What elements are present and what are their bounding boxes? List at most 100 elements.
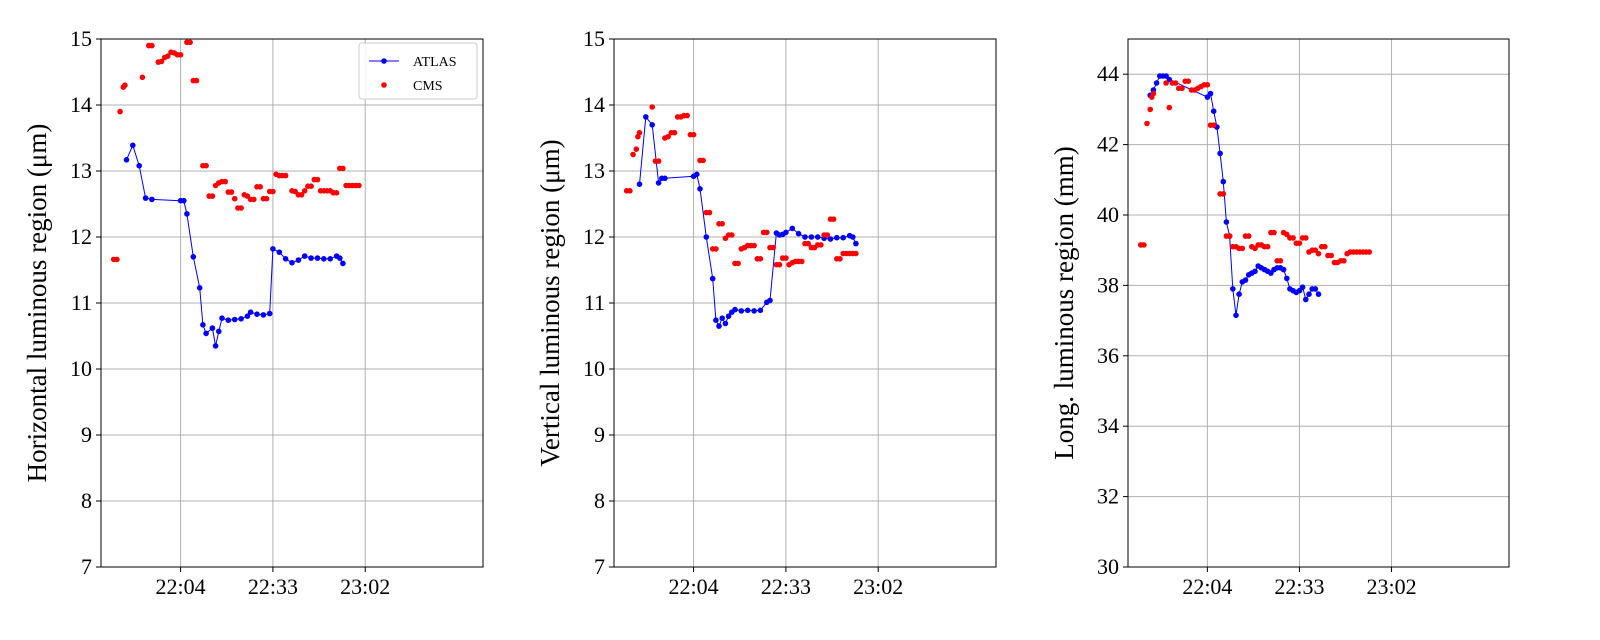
data-point-cms	[690, 131, 697, 138]
data-point-atlas	[203, 330, 209, 337]
data-point-atlas	[266, 310, 273, 317]
y-tick-label: 34	[1097, 413, 1119, 438]
data-point-atlas	[196, 285, 203, 291]
data-point-cms	[251, 196, 257, 203]
data-point-cms	[193, 77, 200, 84]
data-point-atlas	[716, 323, 722, 329]
data-point-atlas	[834, 234, 840, 241]
data-point-cms	[1210, 122, 1217, 128]
data-point-atlas	[694, 171, 700, 178]
data-point-cms	[655, 158, 662, 164]
x-tick-label: 23:02	[853, 574, 903, 599]
data-point-atlas	[216, 328, 222, 335]
y-tick-label: 10	[583, 356, 605, 381]
chart-panel-1: 7 8 9 10 11 12 13 14 15 22:04 22:33 23:02 Horizontal…	[22, 26, 484, 599]
data-point-atlas	[1242, 277, 1249, 283]
y-tick-label: 8	[594, 488, 605, 513]
data-point-cms	[757, 255, 764, 262]
data-point-cms	[314, 176, 321, 183]
data-point-cms	[282, 172, 289, 179]
x-tick-label: 22:33	[761, 574, 811, 599]
data-point-cms	[735, 260, 741, 267]
chart-panel-3: 30 32 34 36 38 40 42 44 22:04 22:33 23:02 Long. lum…	[1049, 38, 1510, 599]
data-point-atlas	[301, 253, 308, 259]
data-point-cms	[1366, 249, 1373, 255]
data-point-cms	[117, 108, 123, 115]
data-point-cms	[177, 52, 184, 58]
y-axis-title: Vertical luminous region (μm)	[535, 139, 565, 466]
x-tick-label: 23:02	[340, 574, 390, 599]
data-point-atlas	[190, 253, 197, 260]
data-point-atlas	[1315, 291, 1322, 298]
data-point-atlas	[703, 234, 710, 240]
series-cms	[623, 104, 859, 268]
data-point-cms	[776, 261, 783, 268]
plot-area	[623, 104, 859, 329]
data-point-atlas	[181, 197, 187, 204]
data-point-atlas	[1220, 178, 1227, 185]
data-point-atlas	[709, 275, 716, 282]
chart-panel-2: 7 8 9 10 11 12 13 14 15 22:04 22:33 23:02 Vertical l…	[535, 26, 997, 599]
data-point-atlas	[225, 317, 232, 324]
data-point-cms	[764, 229, 770, 236]
y-tick-label: 7	[594, 554, 605, 579]
data-point-cms	[356, 182, 362, 189]
data-point-cms	[1296, 240, 1303, 246]
data-point-cms	[1277, 258, 1284, 264]
data-point-cms	[1322, 243, 1328, 250]
data-point-cms	[1141, 242, 1147, 248]
data-point-atlas	[200, 322, 206, 328]
data-point-atlas	[725, 313, 732, 320]
x-tick-label: 22:04	[669, 574, 719, 599]
data-point-cms	[203, 162, 209, 169]
data-point-cms	[1185, 78, 1192, 84]
y-tick-label: 40	[1097, 202, 1119, 227]
data-point-cms	[799, 258, 805, 265]
y-tick-label: 14	[70, 92, 92, 117]
data-point-atlas	[1306, 291, 1312, 298]
data-point-atlas	[853, 240, 859, 247]
data-point-cms	[700, 157, 706, 164]
legend-marker-cms	[381, 82, 387, 88]
data-point-atlas	[751, 308, 757, 314]
data-point-atlas	[321, 255, 327, 262]
data-point-atlas	[649, 122, 655, 128]
data-point-cms	[818, 242, 824, 248]
data-point-cms	[649, 104, 655, 110]
data-point-cms	[1315, 250, 1322, 257]
data-point-atlas	[1312, 286, 1319, 292]
data-point-cms	[684, 112, 690, 119]
data-point-cms	[1147, 106, 1153, 113]
data-point-atlas	[1210, 108, 1217, 114]
data-point-cms	[665, 133, 671, 140]
data-point-atlas	[719, 315, 725, 322]
data-point-cms	[222, 178, 228, 185]
data-point-atlas	[636, 181, 643, 187]
data-point-cms	[1341, 258, 1347, 264]
data-point-cms	[830, 216, 837, 222]
data-point-cms	[238, 205, 244, 211]
data-point-cms	[231, 195, 238, 202]
x-tick-label: 22:04	[156, 574, 206, 599]
data-point-atlas	[314, 255, 321, 261]
x-tick-label: 22:33	[248, 574, 298, 599]
data-point-atlas	[783, 229, 789, 236]
data-point-cms	[853, 250, 859, 257]
data-point-atlas	[789, 225, 796, 232]
data-point-cms	[1166, 104, 1173, 111]
data-point-cms	[158, 58, 165, 65]
y-tick-label: 38	[1097, 272, 1119, 297]
data-point-cms	[228, 189, 235, 195]
data-point-atlas	[212, 343, 219, 349]
data-point-atlas	[850, 234, 856, 240]
y-tick-label: 13	[70, 158, 92, 183]
y-tick-label: 14	[583, 92, 605, 117]
data-point-atlas	[767, 297, 773, 304]
data-point-cms	[706, 209, 713, 216]
data-point-cms	[636, 129, 643, 136]
y-tick-label: 30	[1097, 554, 1119, 579]
data-point-cms	[298, 192, 305, 198]
y-tick-label: 11	[71, 290, 92, 315]
data-point-atlas	[1303, 296, 1309, 303]
